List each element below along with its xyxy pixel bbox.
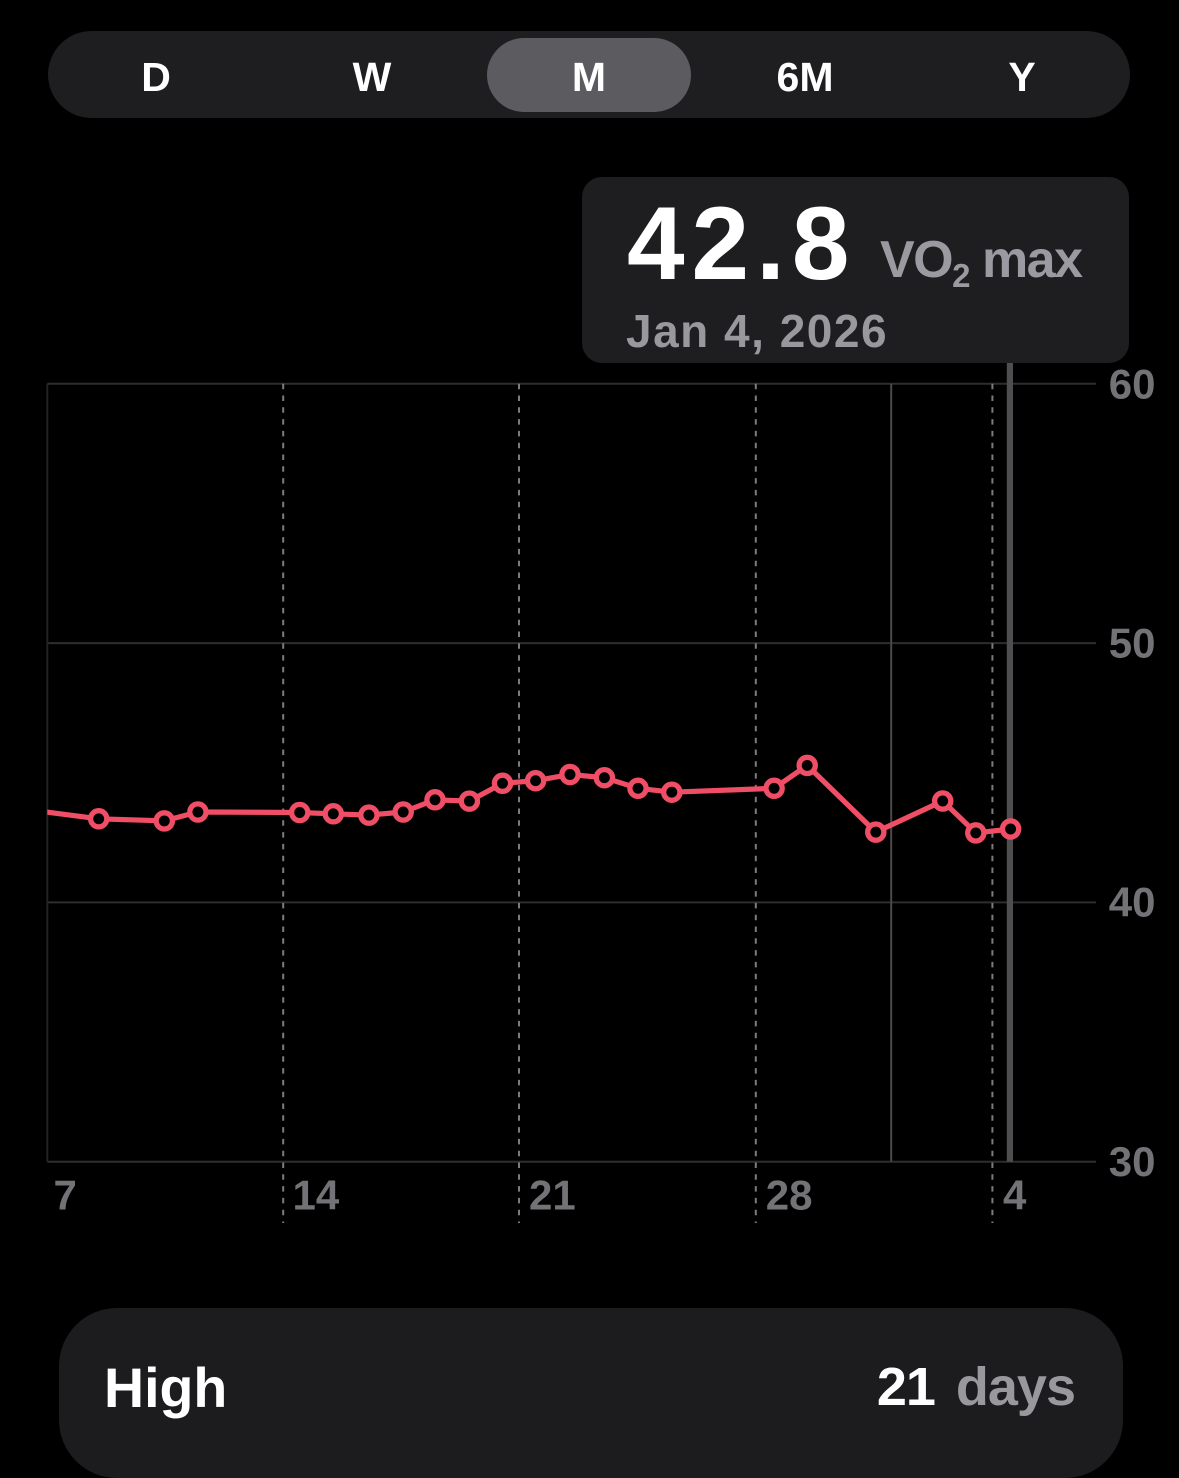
- svg-text:7: 7: [54, 1172, 77, 1219]
- svg-text:28: 28: [766, 1172, 813, 1219]
- svg-text:60: 60: [1109, 360, 1156, 407]
- svg-text:50: 50: [1109, 619, 1156, 666]
- svg-text:14: 14: [293, 1172, 340, 1219]
- svg-text:4: 4: [1003, 1172, 1027, 1219]
- svg-text:40: 40: [1109, 879, 1156, 926]
- svg-text:21: 21: [529, 1172, 576, 1219]
- svg-text:30: 30: [1109, 1138, 1156, 1185]
